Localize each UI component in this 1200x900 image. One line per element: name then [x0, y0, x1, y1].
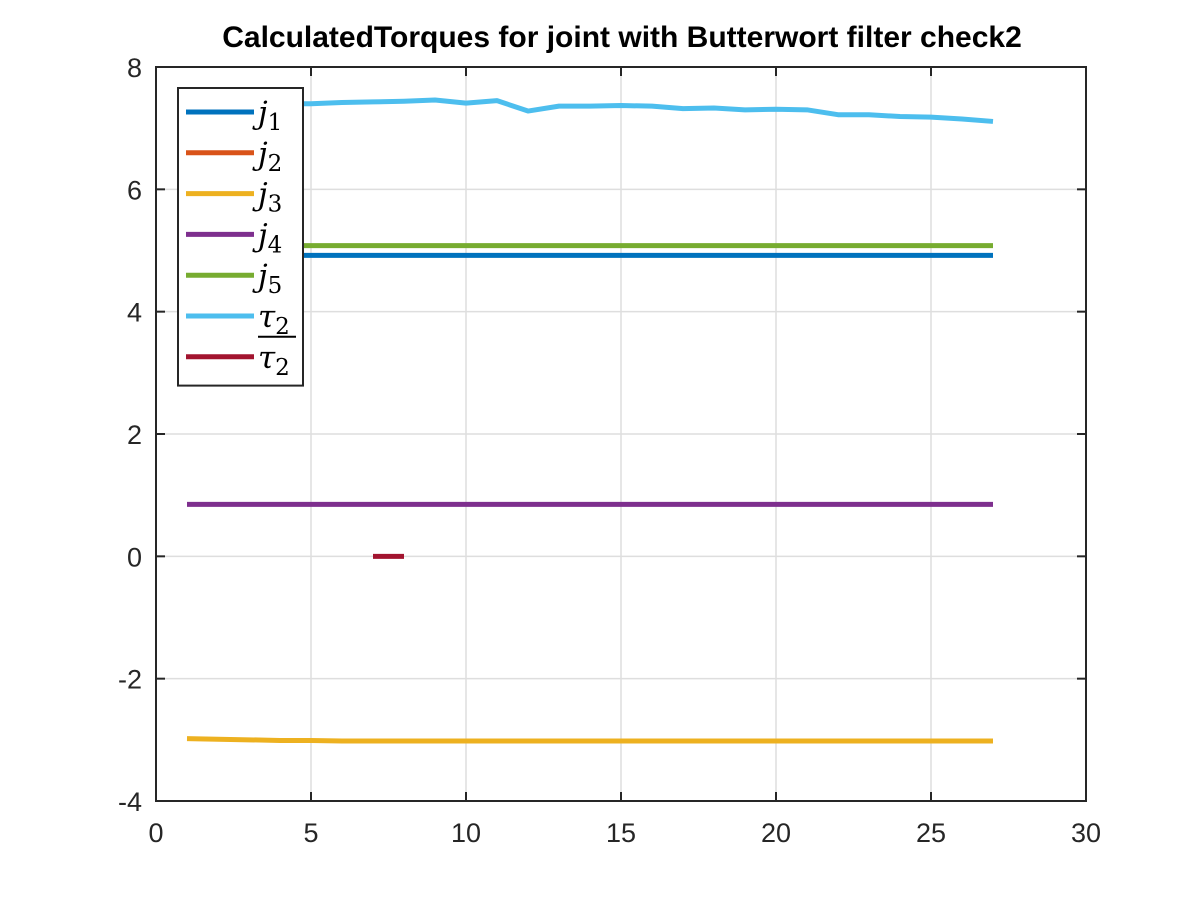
y-tick-label: 4: [127, 298, 142, 328]
legend-subscript: 2: [275, 355, 290, 381]
y-tick-label: 0: [127, 542, 142, 572]
y-tick-label: -2: [118, 665, 142, 695]
y-tick-label: 2: [127, 420, 142, 450]
x-tick-label: 10: [451, 818, 481, 848]
legend-label: τ2: [258, 299, 290, 340]
y-tick-label: 6: [127, 175, 142, 205]
x-tick-label: 25: [916, 818, 946, 848]
series-line-3: [186, 736, 993, 744]
y-tick-label: -4: [118, 787, 142, 817]
x-tick-label: 0: [148, 818, 163, 848]
legend-subscript: 5: [268, 273, 283, 299]
legend-subscript: 1: [268, 110, 283, 136]
legend-label: τ2: [258, 340, 290, 381]
grid-lines: [156, 67, 1086, 801]
legend-item-7: τ2: [186, 335, 296, 381]
legend-subscript: 4: [268, 232, 283, 258]
x-tick-label: 5: [303, 818, 318, 848]
legend-symbol: τ: [258, 340, 276, 376]
x-tick-label: 20: [761, 818, 791, 848]
legend-subscript: 2: [275, 314, 290, 340]
x-tick-label: 30: [1071, 818, 1101, 848]
chart-title: CalculatedTorques for joint with Butterw…: [222, 21, 1022, 54]
legend-symbol: τ: [258, 299, 276, 335]
series-group: [186, 97, 994, 744]
x-tick-label: 15: [606, 818, 636, 848]
legend-subscript: 2: [268, 151, 283, 177]
legend-subscript: 3: [268, 192, 283, 218]
legend-item-6: τ2: [186, 299, 290, 340]
series-line-6: [186, 97, 994, 124]
y-tick-label: 8: [127, 53, 142, 83]
